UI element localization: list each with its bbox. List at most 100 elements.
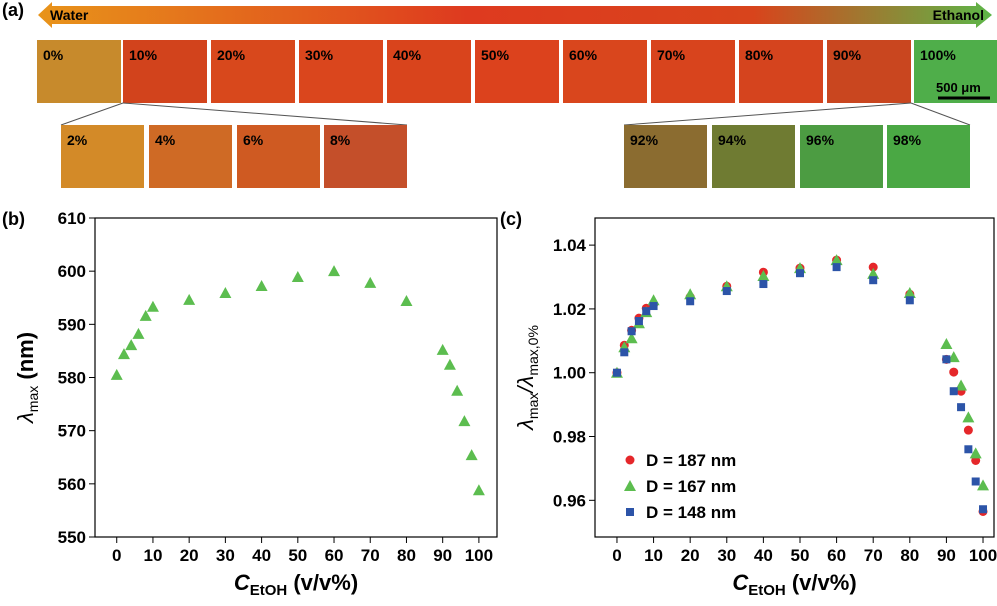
marker (868, 262, 878, 272)
legend-label: D = 187 nm (646, 451, 736, 470)
marker (869, 276, 878, 285)
photo-tile (475, 40, 559, 103)
marker (132, 327, 145, 339)
marker (219, 286, 232, 298)
marker (830, 254, 843, 266)
tile-label: 96% (806, 132, 835, 148)
x-axis-label-part: EtOH (250, 582, 288, 599)
marker (963, 425, 973, 435)
marker (905, 296, 914, 305)
marker (979, 505, 988, 514)
tile-label: 70% (657, 47, 686, 63)
y-tick-label: 1.02 (553, 300, 586, 319)
x-axis-label-part: C (732, 570, 749, 595)
panel-label: (a) (2, 0, 24, 20)
tile-label: 30% (305, 47, 334, 63)
connector (122, 102, 408, 126)
marker (686, 297, 695, 306)
marker (942, 355, 951, 364)
x-tick-label: 30 (717, 546, 736, 565)
photo-tile (37, 40, 121, 103)
marker (400, 294, 413, 306)
plot-frame (594, 217, 995, 538)
photo-tile (712, 125, 795, 188)
y-axis-label-part: λ (13, 412, 38, 424)
x-axis-label-part: EtOH (748, 582, 786, 599)
y-axis-label: λmax (nm) (13, 332, 41, 424)
tile-label: 40% (393, 47, 422, 63)
marker (977, 479, 990, 491)
legend-marker (624, 480, 636, 491)
y-axis-label-part: (nm) (13, 332, 38, 386)
y-axis-label-part: λ (513, 419, 538, 431)
marker (117, 348, 130, 360)
y-tick-label: 1.04 (553, 236, 587, 255)
photo-tile (739, 40, 823, 103)
tile-label: 50% (481, 47, 510, 63)
x-tick-label: 10 (644, 546, 663, 565)
x-tick-label: 100 (465, 546, 493, 565)
legend-marker (625, 455, 635, 465)
y-tick-label: 590 (58, 315, 86, 334)
photo-tile (887, 125, 970, 188)
photo-tile (211, 40, 295, 103)
x-axis-label-part: C (234, 570, 251, 595)
marker (627, 327, 636, 336)
arrow-label: Ethanol (933, 7, 984, 23)
photo-tile (61, 125, 144, 188)
marker (964, 445, 973, 454)
photo-tile (149, 125, 232, 188)
y-axis-label-part: /λ (513, 376, 538, 395)
x-tick-label: 30 (216, 546, 235, 565)
marker (139, 309, 152, 321)
marker (183, 293, 196, 305)
y-tick-label: 0.98 (553, 428, 586, 447)
tile-label: 80% (745, 47, 774, 63)
marker (634, 317, 643, 326)
marker (757, 270, 770, 282)
x-tick-label: 90 (937, 546, 956, 565)
x-tick-label: 0 (112, 546, 121, 565)
tile-label: 4% (155, 132, 176, 148)
x-tick-label: 10 (143, 546, 162, 565)
arrow-label: Water (50, 7, 89, 23)
connector (60, 102, 124, 126)
panel-label: (b) (2, 209, 25, 229)
photo-tile (800, 125, 883, 188)
tile-label: 60% (569, 47, 598, 63)
photo-tile (237, 125, 320, 188)
tile-label: 92% (630, 132, 659, 148)
photo-tile (324, 125, 407, 188)
marker (962, 411, 975, 423)
marker (955, 379, 968, 391)
marker (795, 269, 804, 278)
x-tick-label: 80 (397, 546, 416, 565)
tile-label: 10% (129, 47, 158, 63)
y-tick-label: 580 (58, 369, 86, 388)
marker (971, 477, 980, 486)
marker (722, 287, 731, 296)
marker (451, 384, 464, 396)
marker (649, 302, 658, 311)
marker (832, 263, 841, 272)
tile-label: 20% (217, 47, 246, 63)
marker (472, 484, 485, 496)
legend-label: D = 167 nm (646, 477, 736, 496)
marker (364, 276, 377, 288)
x-tick-label: 40 (754, 546, 773, 565)
connector (623, 102, 912, 126)
photo-tile (563, 40, 647, 103)
marker (684, 288, 697, 300)
x-tick-label: 50 (791, 546, 810, 565)
x-axis-label: CEtOH (v/v%) (732, 570, 856, 599)
x-tick-label: 90 (433, 546, 452, 565)
connector (910, 102, 971, 126)
marker (465, 449, 478, 461)
gradient-arrow (38, 2, 992, 28)
y-axis-label-part: max,0% (525, 325, 541, 376)
tile-label: 6% (243, 132, 264, 148)
marker (146, 300, 159, 312)
x-tick-label: 40 (252, 546, 271, 565)
photo-tile (827, 40, 911, 103)
tile-label: 90% (833, 47, 862, 63)
